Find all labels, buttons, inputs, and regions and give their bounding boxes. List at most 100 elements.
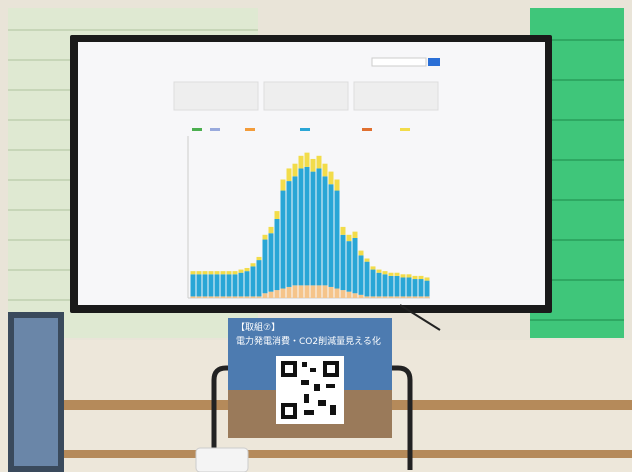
bar-segment <box>232 296 238 298</box>
screen-chart <box>190 152 430 298</box>
bar-segment <box>196 271 202 275</box>
bar-segment <box>208 296 214 298</box>
bar-segment <box>346 291 352 298</box>
bar-segment <box>268 233 274 292</box>
bar-segment <box>196 296 202 298</box>
legend <box>192 128 410 131</box>
bar-segment <box>202 274 208 297</box>
bar-segment <box>322 285 328 298</box>
bar-segment <box>256 260 262 297</box>
stat-card <box>353 81 439 111</box>
bar-segment <box>388 296 394 298</box>
bar-segment <box>418 279 424 297</box>
bar-segment <box>304 152 310 167</box>
bar-segment <box>364 296 370 298</box>
bar-segment <box>286 286 292 298</box>
bar-segment <box>286 181 292 287</box>
bar-segment <box>418 296 424 298</box>
bar-segment <box>424 280 430 297</box>
bar-segment <box>424 277 430 281</box>
bar-segment <box>334 179 340 191</box>
button[interactable] <box>428 58 440 66</box>
bar-segment <box>256 256 262 261</box>
bar-segment <box>304 285 310 298</box>
bar-segment <box>394 272 400 276</box>
bar-segment <box>238 272 244 297</box>
bar-segment <box>346 234 352 242</box>
sign-title: 電力発電消費・CO2削減量見える化 <box>236 335 381 347</box>
bar-segment <box>310 171 316 286</box>
bar-segment <box>262 239 268 294</box>
bar-segment <box>376 269 382 273</box>
device <box>195 447 249 472</box>
bar-segment <box>190 271 196 275</box>
bar-segment <box>316 155 322 169</box>
bar-segment <box>376 272 382 297</box>
bar-segment <box>352 237 358 294</box>
bar-segment <box>274 290 280 298</box>
bar-segment <box>382 274 388 297</box>
bar-segment <box>214 271 220 275</box>
bar-segment <box>406 277 412 297</box>
bar-segment <box>418 275 424 280</box>
bar-segment <box>298 168 304 286</box>
bar-segment <box>358 250 364 256</box>
bar-segment <box>274 219 280 291</box>
bar-segment <box>394 296 400 298</box>
sign-tag: 【取組⑦】 <box>236 321 280 333</box>
bar-segment <box>268 226 274 234</box>
bar-segment <box>238 269 244 273</box>
bar-segment <box>382 271 388 275</box>
bar-segment <box>352 231 358 238</box>
bar-segment <box>364 261 370 297</box>
bar-segment <box>190 296 196 298</box>
bar-segment <box>268 291 274 298</box>
bar-segment <box>196 274 202 297</box>
bar-segment <box>202 296 208 298</box>
bar-segment <box>190 274 196 297</box>
bar-segment <box>214 296 220 298</box>
bar-segment <box>406 296 412 298</box>
bar-segment <box>232 271 238 275</box>
bar-segment <box>298 285 304 298</box>
bar-segment <box>328 184 334 287</box>
bar-segment <box>256 296 262 298</box>
bar-segment <box>250 296 256 298</box>
bar-segment <box>208 274 214 297</box>
bar-segment <box>424 296 430 298</box>
bar-segment <box>244 271 250 297</box>
bar-segment <box>226 274 232 297</box>
bar-segment <box>334 288 340 298</box>
bar-segment <box>388 272 394 276</box>
bar-segment <box>280 288 286 298</box>
bar-segment <box>208 271 214 275</box>
bar-segment <box>346 241 352 292</box>
bar-segment <box>412 275 418 280</box>
bar-segment <box>328 286 334 298</box>
bar-segment <box>400 296 406 298</box>
stat-card <box>173 81 259 111</box>
bar-segment <box>304 166 310 286</box>
bar-segment <box>226 271 232 275</box>
bar-segment <box>280 190 286 289</box>
bar-segment <box>202 271 208 275</box>
bar-segment <box>352 293 358 298</box>
bar-segment <box>358 255 364 295</box>
bar-segment <box>340 290 346 298</box>
bar-segment <box>232 274 238 297</box>
bar-segment <box>274 211 280 219</box>
bar-segment <box>238 296 244 298</box>
bar-segment <box>370 296 376 298</box>
bar-segment <box>400 274 406 278</box>
handrail <box>40 450 632 458</box>
bar-segment <box>310 158 316 172</box>
bar-segment <box>412 296 418 298</box>
bar-segment <box>316 168 322 286</box>
bar-segment <box>286 168 292 182</box>
bar-segment <box>334 190 340 289</box>
bar-segment <box>340 226 346 235</box>
bar-segment <box>244 296 250 298</box>
bar-segment <box>388 275 394 297</box>
bar-segment <box>316 285 322 298</box>
